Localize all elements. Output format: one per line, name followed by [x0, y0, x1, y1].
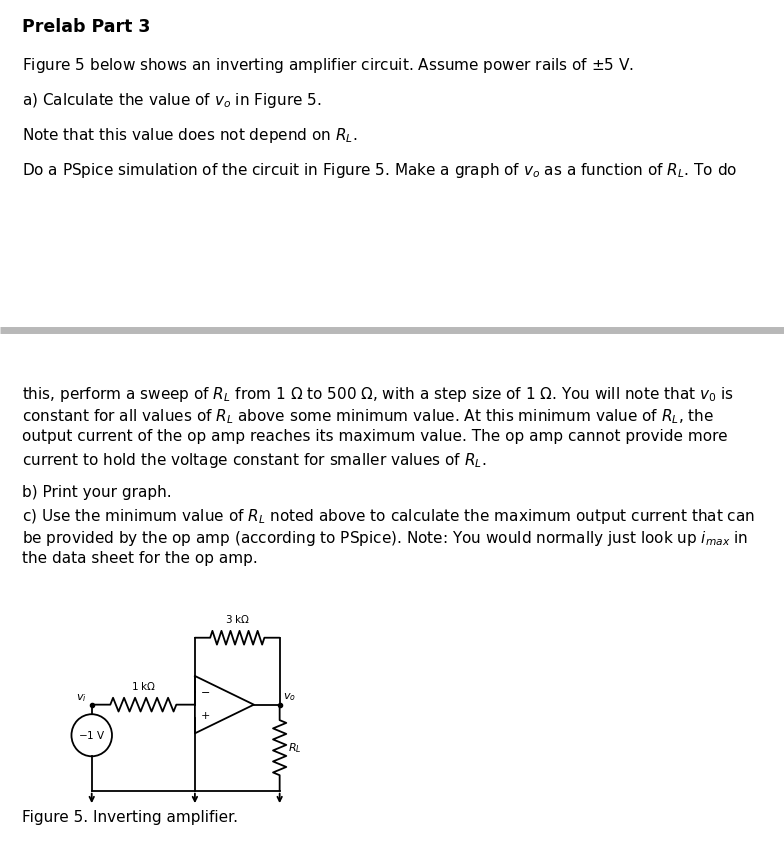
Text: Do a PSpice simulation of the circuit in Figure 5. Make a graph of $v_o$ as a fu: Do a PSpice simulation of the circuit in…	[22, 161, 737, 180]
Text: c) Use the minimum value of $R_L$ noted above to calculate the maximum output cu: c) Use the minimum value of $R_L$ noted …	[22, 507, 755, 526]
Text: be provided by the op amp (according to PSpice). Note: You would normally just l: be provided by the op amp (according to …	[22, 529, 748, 548]
Text: the data sheet for the op amp.: the data sheet for the op amp.	[22, 551, 258, 566]
Text: $+$: $+$	[201, 710, 211, 721]
Text: constant for all values of $R_L$ above some minimum value. At this minimum value: constant for all values of $R_L$ above s…	[22, 407, 714, 426]
Text: $-$: $-$	[201, 686, 211, 695]
Text: $R_L$: $R_L$	[288, 741, 301, 755]
Text: Figure 5. Inverting amplifier.: Figure 5. Inverting amplifier.	[22, 810, 238, 825]
Text: this, perform a sweep of $R_L$ from 1 $\Omega$ to 500 $\Omega$, with a step size: this, perform a sweep of $R_L$ from 1 $\…	[22, 385, 734, 404]
Text: 3 k$\Omega$: 3 k$\Omega$	[224, 614, 250, 626]
Text: a) Calculate the value of $v_o$ in Figure 5.: a) Calculate the value of $v_o$ in Figur…	[22, 91, 321, 110]
Text: $-1$ V: $-1$ V	[78, 729, 106, 741]
Text: 1 k$\Omega$: 1 k$\Omega$	[131, 680, 156, 693]
Text: $v_i$: $v_i$	[75, 692, 86, 704]
Text: Figure 5 below shows an inverting amplifier circuit. Assume power rails of $\pm$: Figure 5 below shows an inverting amplif…	[22, 56, 634, 75]
Text: b) Print your graph.: b) Print your graph.	[22, 485, 172, 500]
Text: current to hold the voltage constant for smaller values of $R_L$.: current to hold the voltage constant for…	[22, 451, 486, 470]
Text: Prelab Part 3: Prelab Part 3	[22, 18, 151, 36]
Text: $v_o$: $v_o$	[283, 691, 296, 703]
Text: Note that this value does not depend on $R_L$.: Note that this value does not depend on …	[22, 126, 358, 145]
Text: output current of the op amp reaches its maximum value. The op amp cannot provid: output current of the op amp reaches its…	[22, 429, 728, 444]
